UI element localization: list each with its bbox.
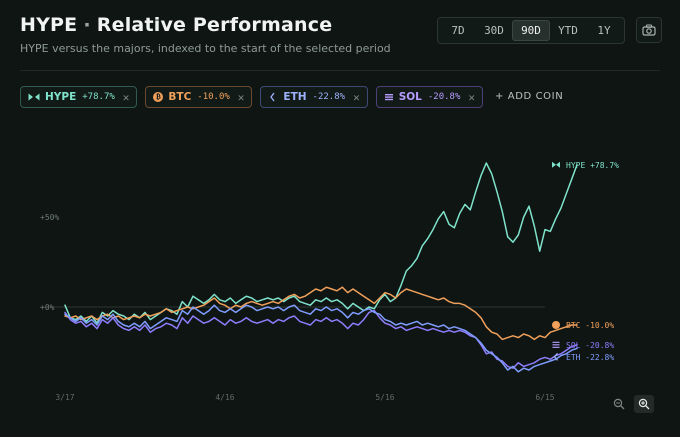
chip-change: +78.7% [82,92,115,102]
x-tick-label: 5/16 [375,393,394,402]
x-tick-label: 6/15 [535,393,554,402]
x-tick-label: 3/17 [55,393,74,402]
chip-symbol: ETH [283,91,307,103]
camera-icon [642,24,656,36]
remove-eth-icon[interactable]: ✕ [353,90,360,104]
chip-sol[interactable]: SOL -20.8% ✕ [375,86,484,108]
series-end-label: ETH -22.8% [566,353,614,362]
chip-hype[interactable]: HYPE +78.7% ✕ [20,86,138,108]
series-line-eth [64,304,578,373]
chart-header: HYPE · Relative Performance HYPE versus th… [20,14,391,55]
y-tick-label: +0% [40,303,55,312]
chip-change: -20.8% [427,92,461,102]
chip-symbol: SOL [398,91,422,103]
eth-logo-icon [553,352,558,361]
range-90d-button[interactable]: 90D [512,20,550,41]
chip-btc[interactable]: ₿ BTC -10.0% ✕ [145,86,253,108]
title-text: Relative Performance [96,14,333,36]
series-end-label: BTC -10.0% [566,321,614,330]
btc-logo-icon: ₿ [153,92,164,102]
header-divider [20,70,660,71]
range-1y-button[interactable]: 1Y [597,24,611,37]
range-7d-button[interactable]: 7D [451,24,465,37]
remove-sol-icon[interactable]: ✕ [468,90,476,104]
chip-eth[interactable]: ETH -22.8% ✕ [260,86,368,108]
remove-hype-icon[interactable]: ✕ [122,90,130,104]
y-tick-label: +50% [40,213,59,222]
chip-change: -22.8% [312,92,346,102]
coin-chips: HYPE +78.7% ✕ ₿ BTC -10.0% ✕ ETH -22.8% … [20,86,567,108]
range-selector: 7D 30D 90D YTD 1Y [437,17,625,44]
chip-symbol: HYPE [45,91,77,103]
series-line-sol [64,309,578,369]
sol-logo-icon [384,94,393,101]
add-coin-button[interactable]: + ADD COIN [495,90,564,102]
page-title: HYPE · Relative Performance [20,14,391,36]
series-end-label: HYPE +78.7% [566,161,619,170]
zoom-out-icon [613,398,625,410]
series-line-btc [64,286,578,341]
series-line-hype [64,162,578,324]
chip-symbol: BTC [168,91,192,103]
chip-change: -10.0% [197,92,230,102]
range-30d-button[interactable]: 30D [484,24,504,37]
x-tick-label: 4/16 [215,393,234,402]
zoom-in-icon [638,398,650,410]
zoom-out-button[interactable] [609,395,629,413]
eth-logo-icon [270,92,275,102]
series-end-label: SOL -20.8% [566,341,614,350]
title-symbol: HYPE [20,14,78,36]
range-ytd-button[interactable]: YTD [558,24,578,37]
screenshot-button[interactable] [636,17,662,43]
page-subtitle: HYPE versus the majors, indexed to the s… [20,42,391,55]
hype-logo-icon [28,93,40,101]
zoom-in-button[interactable] [634,395,654,413]
hype-logo-icon [552,161,560,168]
remove-btc-icon[interactable]: ✕ [237,90,245,104]
btc-logo-icon [552,321,560,329]
sol-logo-icon [552,341,560,348]
title-separator: · [83,14,91,36]
